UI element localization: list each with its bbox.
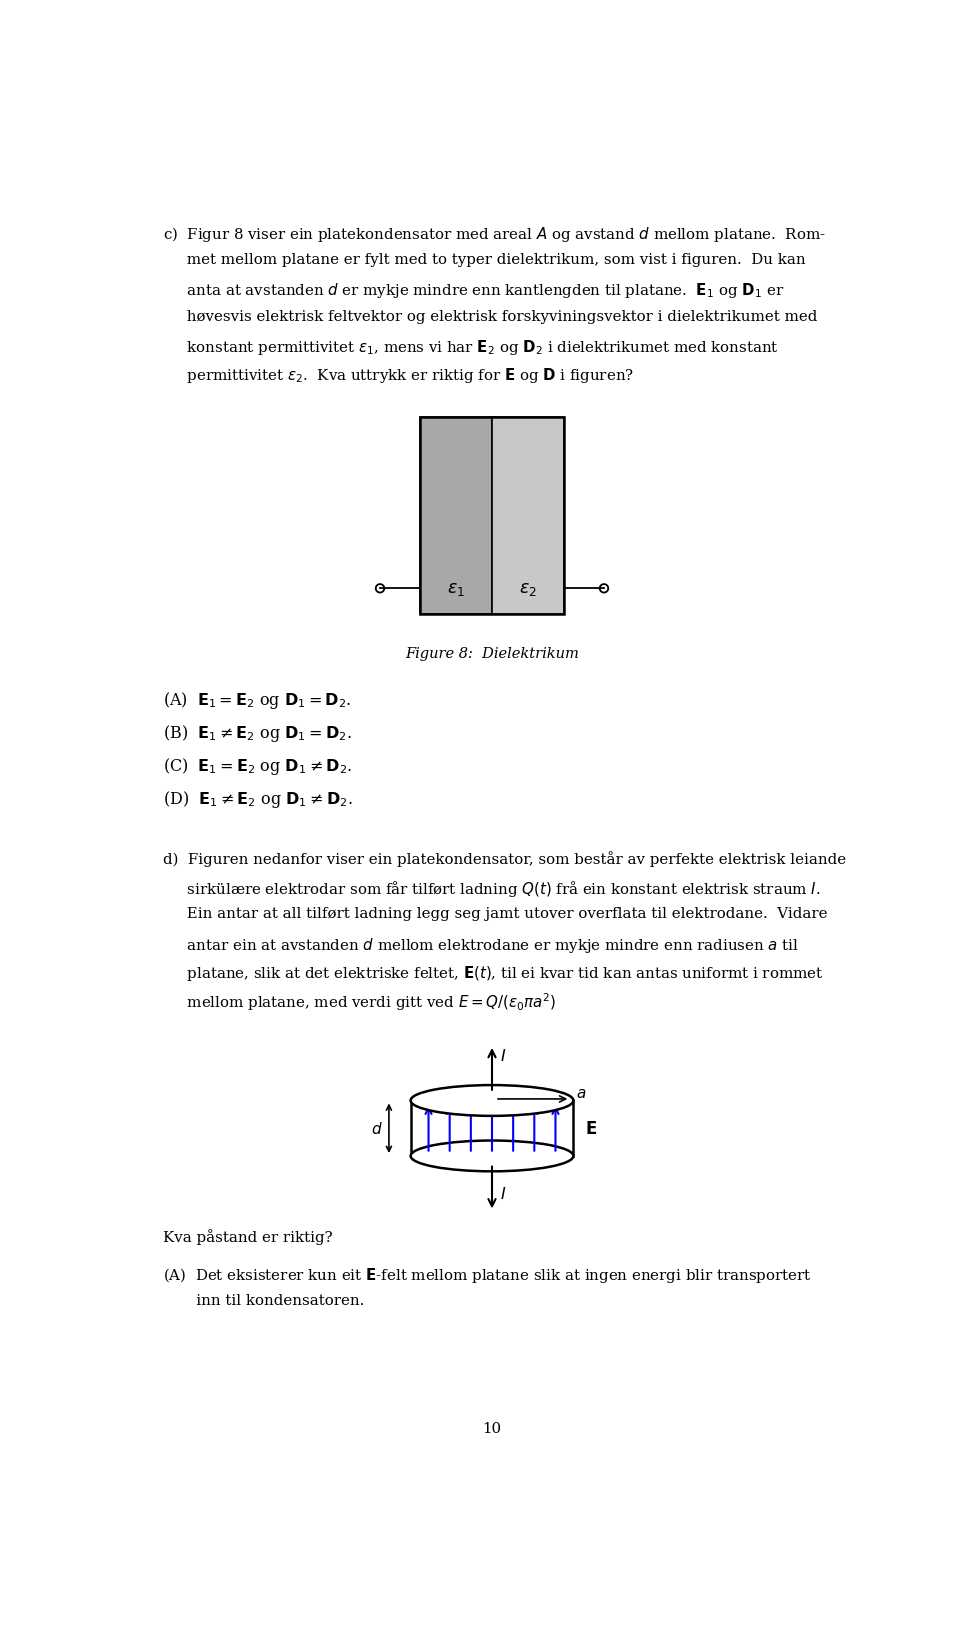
Text: $\mathbf{E}$: $\mathbf{E}$ xyxy=(585,1120,597,1138)
Text: Kva påstand er riktig?: Kva påstand er riktig? xyxy=(162,1229,332,1245)
Text: konstant permittivitet $\epsilon_1$, mens vi har $\mathbf{E}_2$ og $\mathbf{D}_2: konstant permittivitet $\epsilon_1$, men… xyxy=(162,338,779,356)
Text: (D)  $\mathbf{E}_1 \neq \mathbf{E}_2$ og $\mathbf{D}_1 \neq \mathbf{D}_2$.: (D) $\mathbf{E}_1 \neq \mathbf{E}_2$ og … xyxy=(162,788,352,809)
Text: inn til kondensatoren.: inn til kondensatoren. xyxy=(162,1294,364,1307)
Text: $a$: $a$ xyxy=(576,1087,586,1100)
Text: permittivitet $\epsilon_2$.  Kva uttrykk er riktig for $\mathbf{E}$ og $\mathbf{: permittivitet $\epsilon_2$. Kva uttrykk … xyxy=(162,366,634,385)
Ellipse shape xyxy=(411,1085,573,1116)
Text: Figure 8:  Dielektrikum: Figure 8: Dielektrikum xyxy=(405,646,579,661)
Text: (A)  Det eksisterer kun eit $\mathbf{E}$-felt mellom platane slik at ingen energ: (A) Det eksisterer kun eit $\mathbf{E}$-… xyxy=(162,1265,811,1284)
Text: (A)  $\mathbf{E}_1 = \mathbf{E}_2$ og $\mathbf{D}_1 = \mathbf{D}_2$.: (A) $\mathbf{E}_1 = \mathbf{E}_2$ og $\m… xyxy=(162,689,351,710)
Bar xyxy=(420,418,564,615)
Text: mellom platane, med verdi gitt ved $E = Q/(\epsilon_0 \pi a^2)$: mellom platane, med verdi gitt ved $E = … xyxy=(162,991,556,1013)
Bar xyxy=(492,418,564,615)
Text: høvesvis elektrisk feltvektor og elektrisk forskyviningsvektor i dielektrikumet : høvesvis elektrisk feltvektor og elektri… xyxy=(162,310,817,323)
Text: $I$: $I$ xyxy=(500,1185,506,1203)
Text: Ein antar at all tilført ladning legg seg jamt utover overflata til elektrodane.: Ein antar at all tilført ladning legg se… xyxy=(162,907,828,920)
Text: c)  Figur 8 viser ein platekondensator med areal $A$ og avstand $d$ mellom plata: c) Figur 8 viser ein platekondensator me… xyxy=(162,225,826,245)
Text: sirkülære elektrodar som får tilført ladning $Q(t)$ frå ein konstant elektrisk s: sirkülære elektrodar som får tilført lad… xyxy=(162,878,820,899)
Text: $I$: $I$ xyxy=(500,1048,506,1064)
Text: met mellom platane er fylt med to typer dielektrikum, som vist i figuren.  Du ka: met mellom platane er fylt med to typer … xyxy=(162,253,805,268)
Text: (C)  $\mathbf{E}_1 = \mathbf{E}_2$ og $\mathbf{D}_1 \neq \mathbf{D}_2$.: (C) $\mathbf{E}_1 = \mathbf{E}_2$ og $\m… xyxy=(162,756,351,777)
Text: $\varepsilon_1$: $\varepsilon_1$ xyxy=(447,581,466,597)
Text: $\varepsilon_2$: $\varepsilon_2$ xyxy=(519,581,537,597)
Text: d)  Figuren nedanfor viser ein platekondensator, som består av perfekte elektris: d) Figuren nedanfor viser ein platekonde… xyxy=(162,850,846,867)
Text: antar ein at avstanden $d$ mellom elektrodane er mykje mindre enn radiusen $a$ t: antar ein at avstanden $d$ mellom elektr… xyxy=(162,935,799,955)
Text: $d$: $d$ xyxy=(372,1121,383,1136)
Text: anta at avstanden $d$ er mykje mindre enn kantlengden til platane.  $\mathbf{E}_: anta at avstanden $d$ er mykje mindre en… xyxy=(162,281,783,300)
Ellipse shape xyxy=(411,1141,573,1172)
Text: (B)  $\mathbf{E}_1 \neq \mathbf{E}_2$ og $\mathbf{D}_1 = \mathbf{D}_2$.: (B) $\mathbf{E}_1 \neq \mathbf{E}_2$ og … xyxy=(162,723,351,743)
Text: 10: 10 xyxy=(483,1421,501,1436)
Text: platane, slik at det elektriske feltet, $\mathbf{E}(t)$, til ei kvar tid kan ant: platane, slik at det elektriske feltet, … xyxy=(162,963,823,982)
Bar xyxy=(420,418,492,615)
